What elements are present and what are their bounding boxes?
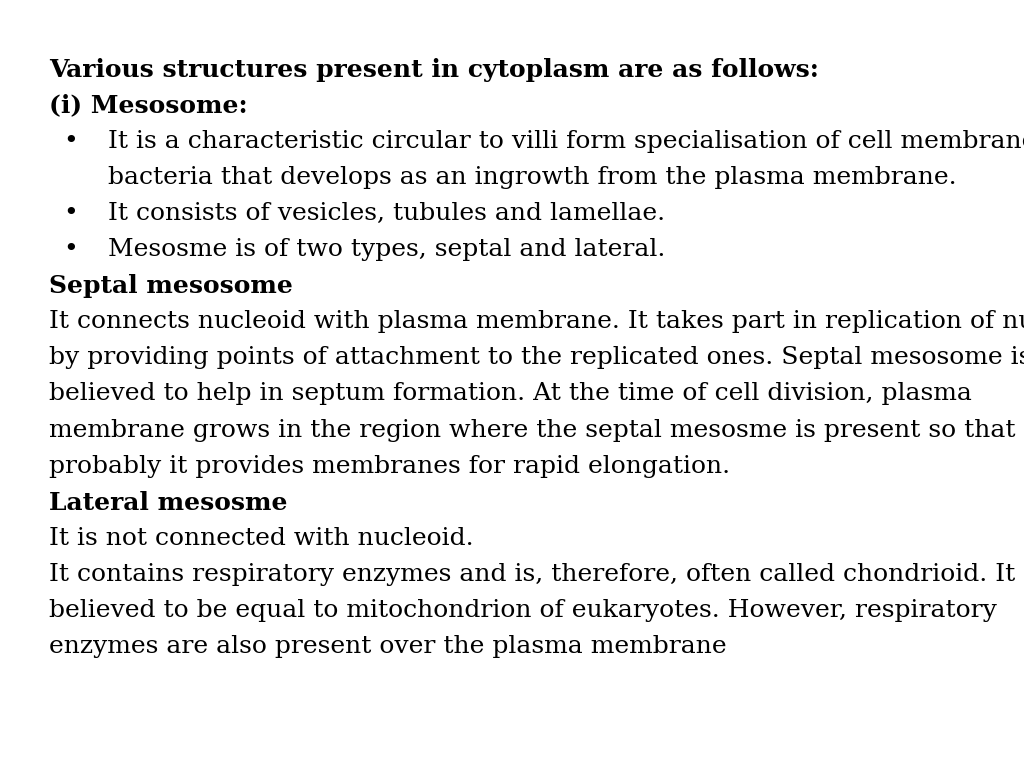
Text: believed to help in septum formation. At the time of cell division, plasma: believed to help in septum formation. At… [49, 382, 972, 406]
Text: It is a characteristic circular to villi form specialisation of cell membrane of: It is a characteristic circular to villi… [108, 130, 1024, 153]
Text: membrane grows in the region where the septal mesosme is present so that most: membrane grows in the region where the s… [49, 419, 1024, 442]
Text: (i) Mesosome:: (i) Mesosome: [49, 94, 248, 118]
Text: by providing points of attachment to the replicated ones. Septal mesosome is als: by providing points of attachment to the… [49, 346, 1024, 369]
Text: Mesosme is of two types, septal and lateral.: Mesosme is of two types, septal and late… [108, 238, 665, 261]
Text: bacteria that develops as an ingrowth from the plasma membrane.: bacteria that develops as an ingrowth fr… [108, 166, 956, 189]
Text: enzymes are also present over the plasma membrane: enzymes are also present over the plasma… [49, 635, 727, 658]
Text: Various structures present in cytoplasm are as follows:: Various structures present in cytoplasm … [49, 58, 819, 81]
Text: It contains respiratory enzymes and is, therefore, often called chondrioid. It i: It contains respiratory enzymes and is, … [49, 563, 1024, 586]
Text: It connects nucleoid with plasma membrane. It takes part in replication of nucle: It connects nucleoid with plasma membran… [49, 310, 1024, 333]
Text: •: • [63, 238, 78, 261]
Text: believed to be equal to mitochondrion of eukaryotes. However, respiratory: believed to be equal to mitochondrion of… [49, 599, 997, 622]
Text: •: • [63, 202, 78, 225]
Text: probably it provides membranes for rapid elongation.: probably it provides membranes for rapid… [49, 455, 730, 478]
Text: It is not connected with nucleoid.: It is not connected with nucleoid. [49, 527, 474, 550]
Text: •: • [63, 130, 78, 153]
Text: It consists of vesicles, tubules and lamellae.: It consists of vesicles, tubules and lam… [108, 202, 665, 225]
Text: Lateral mesosme: Lateral mesosme [49, 491, 288, 515]
Text: Septal mesosome: Septal mesosome [49, 274, 293, 298]
